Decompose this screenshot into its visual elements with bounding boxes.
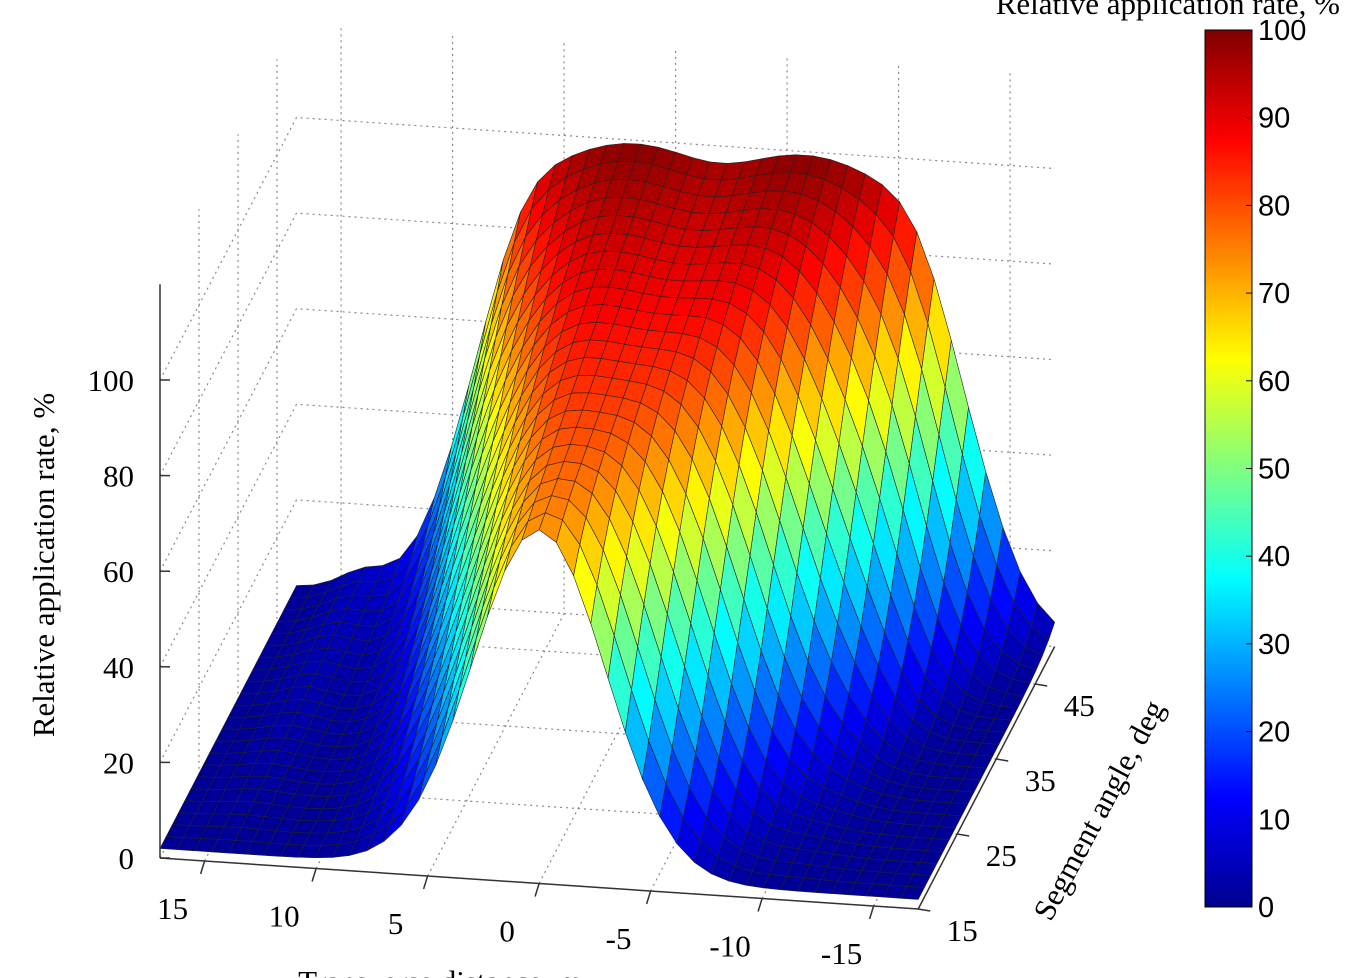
x-tick-label: 0 (499, 914, 515, 949)
colorbar-tick-label: 60 (1258, 366, 1290, 398)
colorbar-tick-label: 20 (1258, 717, 1290, 749)
axes: 0 20 40 60 80 100 15 10 5 0 -5 -10 -15 15 25 35 45 (88, 284, 1095, 971)
x-axis-title: Transverse distance, m (298, 964, 582, 978)
x-tick (199, 860, 206, 875)
x-tick-label: 5 (388, 906, 404, 941)
y-tick-label: 35 (1025, 763, 1056, 798)
z-tick-label: 100 (88, 363, 135, 398)
surface-patch (900, 886, 925, 900)
x-tick (534, 883, 540, 897)
grid-line-z (159, 212, 1055, 476)
y-axis-line (917, 646, 1056, 910)
z-tick-label: 20 (103, 745, 134, 780)
colorbar-tick-label: 0 (1258, 892, 1274, 924)
z-tick-label: 40 (103, 650, 134, 685)
colorbar-tick-label: 100 (1258, 15, 1306, 47)
grid-line-z (159, 308, 1055, 572)
grid-line-z (159, 499, 1055, 763)
y-tick (918, 908, 931, 912)
y-tick-label: 15 (947, 913, 978, 948)
x-tick-label: 10 (269, 899, 300, 934)
colorbar-tick-label: 70 (1258, 278, 1290, 310)
colorbar-title: Relative application rate, % (996, 0, 1340, 21)
colorbar-tick-label: 50 (1258, 454, 1290, 486)
colorbar-tick-label: 40 (1258, 541, 1290, 573)
y-axis-title: Segment angle, deg (1026, 694, 1171, 926)
x-tick (311, 868, 317, 882)
x-tick (868, 905, 875, 920)
colorbar-tick-label: 10 (1258, 804, 1290, 836)
x-tick-label: -15 (821, 936, 862, 971)
z-tick-label: 60 (103, 554, 134, 589)
x-tick (645, 890, 652, 905)
y-tick-label: 45 (1064, 688, 1095, 723)
y-tick (1035, 683, 1048, 687)
x-tick (422, 875, 429, 890)
x-tick-label: -5 (606, 921, 632, 956)
grid-line-z (159, 116, 1055, 381)
y-tick-label: 25 (986, 838, 1017, 873)
colorbar-tick-label: 80 (1258, 190, 1290, 222)
grid-line-z (159, 403, 1055, 668)
colorbar-tick-label: 30 (1258, 629, 1290, 661)
x-tick-label: -10 (709, 929, 750, 964)
y-tick (957, 833, 970, 837)
z-tick-label: 80 (103, 459, 134, 494)
y-tick (996, 758, 1009, 762)
colorbar: 0 10 20 30 40 50 60 70 80 90 100 (1204, 15, 1306, 924)
z-tick-label: 0 (119, 841, 135, 876)
x-tick (757, 898, 763, 912)
colorbar-tick-label: 90 (1258, 103, 1290, 135)
surface (159, 143, 1056, 900)
z-axis-title: Relative application rate, % (26, 393, 61, 737)
colorbar-gradient (1204, 29, 1253, 908)
x-tick-label: 15 (157, 891, 188, 926)
